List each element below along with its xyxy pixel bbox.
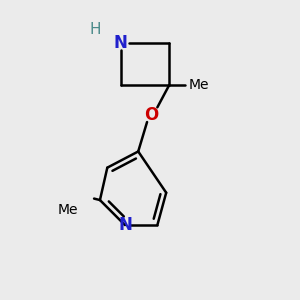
- Text: N: N: [118, 216, 132, 234]
- Text: O: O: [144, 106, 159, 124]
- Text: H: H: [90, 22, 101, 37]
- Text: N: N: [114, 34, 128, 52]
- Text: Me: Me: [188, 78, 209, 92]
- Text: Me: Me: [57, 203, 78, 218]
